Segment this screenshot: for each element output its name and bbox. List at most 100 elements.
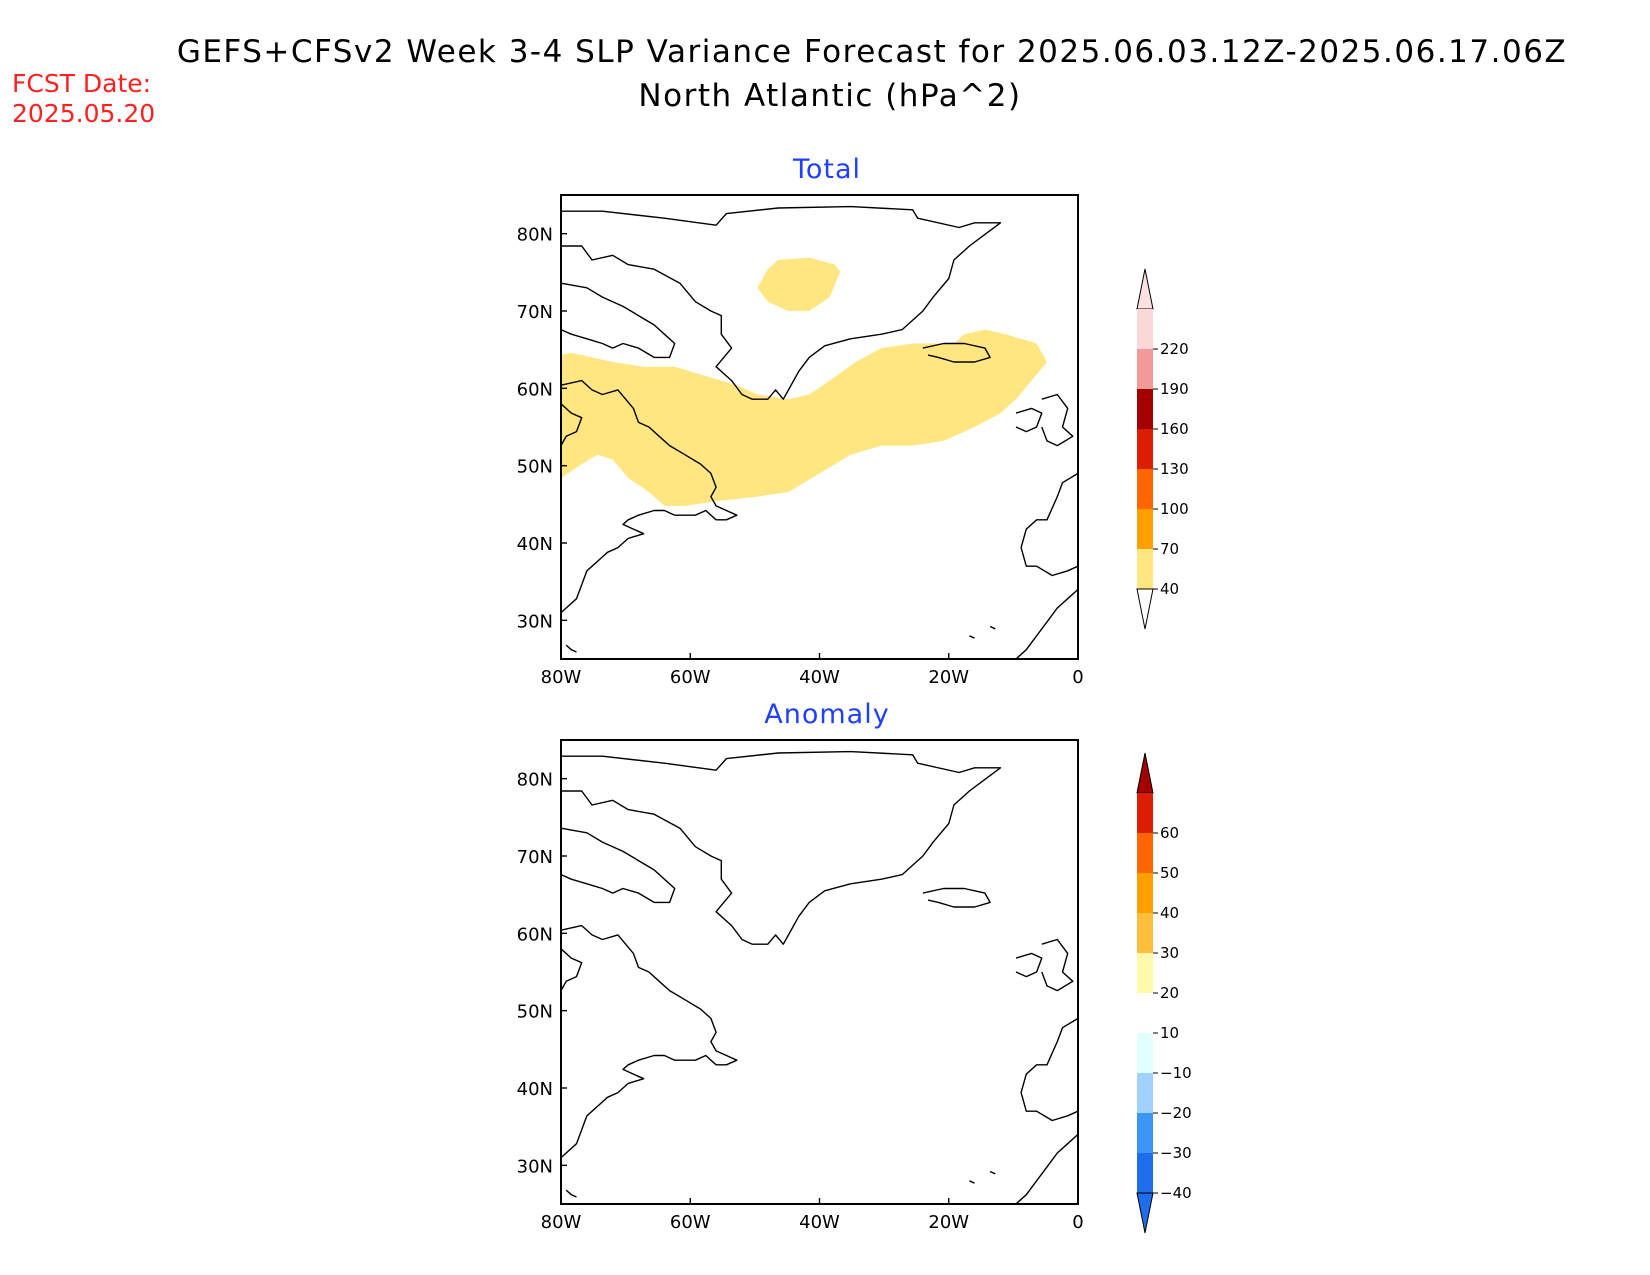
colorbar-label: 20 (1160, 984, 1179, 1002)
total-panel: Total 80N 70N 60N 50N 40N 30N 80W 60W 40W 20W 0 2… (517, 154, 1189, 688)
lat-tick-label: 50N (517, 457, 553, 478)
coastline (922, 342, 991, 363)
colorbar-label: 40 (1160, 580, 1179, 598)
colorbar-label: 160 (1160, 420, 1189, 438)
lat-tick-label: 80N (517, 770, 553, 791)
colorbar-swatch (1137, 1113, 1153, 1153)
coastline (1041, 938, 1074, 992)
lon-tick-label: 80W (541, 667, 582, 688)
colorbar-swatch (1137, 469, 1153, 509)
anomaly-lon-labels: 80W 60W 40W 20W 0 (541, 1198, 1084, 1233)
coastline (560, 924, 738, 1159)
lat-tick-label: 60N (517, 379, 553, 400)
coastline (989, 625, 996, 630)
lon-tick-label: 0 (1072, 667, 1083, 688)
colorbar-label: 100 (1160, 500, 1189, 518)
lon-tick-label: 40W (799, 667, 840, 688)
lat-tick-label: 30N (517, 1156, 553, 1177)
coastline (1015, 1133, 1079, 1205)
coastline (1015, 952, 1043, 978)
colorbar-label: 190 (1160, 380, 1189, 398)
lat-tick-label: 30N (517, 611, 553, 632)
lon-tick-label: 40W (799, 1212, 840, 1233)
colorbar-extension-low (1136, 588, 1154, 630)
fcst-date-label: FCST Date: (12, 69, 151, 98)
colorbar-swatch (1137, 549, 1153, 589)
coastline (560, 403, 583, 446)
total-map (560, 194, 1079, 660)
colorbar-label: 70 (1160, 540, 1179, 558)
colorbar-label: 60 (1160, 824, 1179, 842)
main-title: GEFS+CFSv2 Week 3-4 SLP Variance Forecas… (177, 34, 1567, 70)
coastline (565, 644, 577, 653)
colorbar-swatch (1137, 993, 1153, 1033)
anomaly-lat-labels: 80N 70N 60N 50N 40N 30N (517, 770, 567, 1177)
lat-tick-label: 40N (517, 1079, 553, 1100)
colorbar-swatch (1137, 349, 1153, 389)
coastline (989, 1170, 996, 1175)
coastline (1015, 588, 1079, 660)
colorbar-swatch (1137, 953, 1153, 993)
coastline (1020, 472, 1079, 577)
lat-tick-label: 70N (517, 847, 553, 868)
lat-tick-label: 40N (517, 534, 553, 555)
colorbar-swatch (1137, 1033, 1153, 1073)
colorbar-label: 130 (1160, 460, 1189, 478)
sub-title: North Atlantic (hPa^2) (638, 78, 1021, 114)
lon-tick-label: 60W (670, 1212, 711, 1233)
colorbar-label: −30 (1160, 1144, 1192, 1162)
lon-tick-label: 20W (928, 667, 969, 688)
colorbar-label: 50 (1160, 864, 1179, 882)
colorbar-label: 220 (1160, 340, 1189, 358)
coastline (969, 1180, 975, 1184)
colorbar-swatch (1137, 873, 1153, 913)
colorbar-swatch (1137, 1073, 1153, 1113)
coastline (1020, 1017, 1079, 1122)
lat-tick-label: 50N (517, 1002, 553, 1023)
lon-tick-label: 60W (670, 667, 711, 688)
anomaly-panel: Anomaly 80N 70N 60N 50N 40N 30N 80W 60W 40W 20W 0… (517, 699, 1192, 1234)
colorbar-label: 10 (1160, 1024, 1179, 1042)
colorbar-swatch (1137, 913, 1153, 953)
colorbar-label: −40 (1160, 1184, 1192, 1202)
panel-title-anomaly: Anomaly (764, 699, 889, 730)
coastline (561, 750, 1002, 945)
colorbar-swatch (1137, 793, 1153, 833)
colorbar-swatch (1137, 429, 1153, 469)
lat-tick-label: 60N (517, 924, 553, 945)
lon-tick-label: 0 (1072, 1212, 1083, 1233)
fcst-date-value: 2025.05.20 (12, 99, 155, 128)
coastline (560, 282, 676, 359)
colorbar-swatch (1137, 309, 1153, 349)
shade-central-greenland (757, 257, 841, 311)
coastline (922, 887, 991, 908)
lon-tick-label: 20W (928, 1212, 969, 1233)
anomaly-colorbar: 60 50 40 30 20 10 −10 −20 −30 −40 (1136, 752, 1192, 1234)
total-lat-labels: 80N 70N 60N 50N 40N 30N (517, 225, 567, 632)
total-lon-labels: 80W 60W 40W 20W 0 (541, 653, 1084, 688)
shade-north-atlantic-band (561, 329, 1047, 506)
colorbar-label: −20 (1160, 1104, 1192, 1122)
colorbar-extension-low (1136, 1192, 1154, 1234)
colorbar-label: 40 (1160, 904, 1179, 922)
lat-tick-label: 70N (517, 302, 553, 323)
coastline (1041, 393, 1074, 447)
colorbar-label: 30 (1160, 944, 1179, 962)
coastline (560, 827, 676, 904)
coastline (561, 205, 1002, 400)
coastline (560, 948, 583, 991)
coastline (1015, 407, 1043, 433)
colorbar-label: −10 (1160, 1064, 1192, 1082)
colorbar-swatch (1137, 389, 1153, 429)
coastline (560, 379, 738, 614)
total-colorbar: 220 190 160 130 100 70 40 (1136, 268, 1189, 630)
panel-title-total: Total (792, 154, 861, 185)
lon-tick-label: 80W (541, 1212, 582, 1233)
colorbar-swatch (1137, 509, 1153, 549)
lat-tick-label: 80N (517, 225, 553, 246)
coastline (565, 1189, 577, 1198)
coastline (969, 635, 975, 639)
colorbar-swatch (1137, 1153, 1153, 1193)
